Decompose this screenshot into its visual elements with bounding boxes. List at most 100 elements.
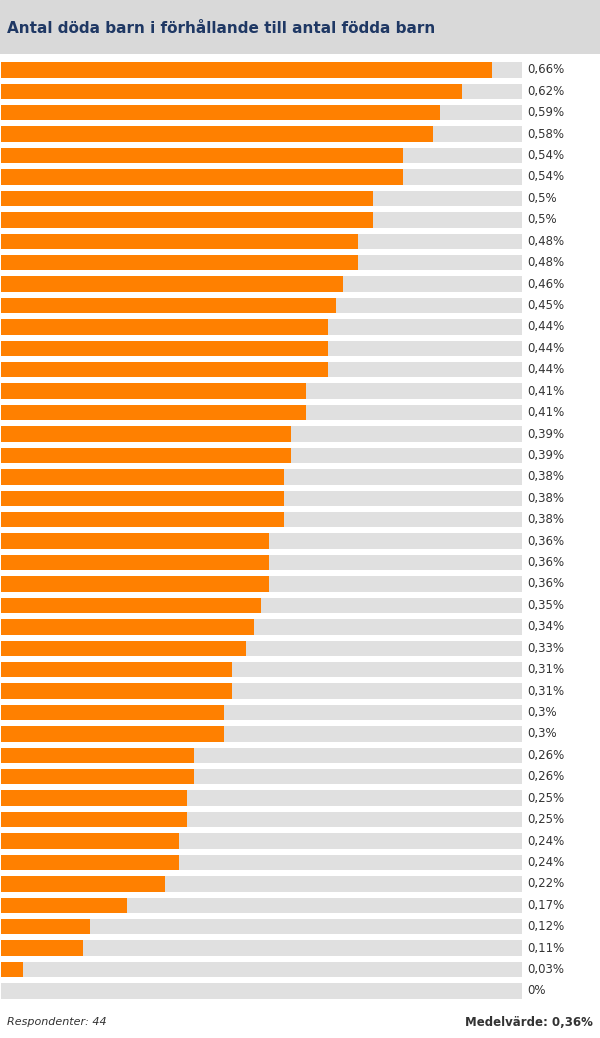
Bar <box>1 298 522 313</box>
Text: 0,36%: 0,36% <box>527 577 564 591</box>
Bar <box>1 834 522 849</box>
Bar <box>1 662 522 678</box>
Bar <box>1 727 224 741</box>
Bar <box>1 105 522 120</box>
Bar <box>1 983 522 999</box>
Text: 0,26%: 0,26% <box>527 770 564 784</box>
Bar <box>1 791 187 805</box>
Bar <box>1 234 358 249</box>
Bar <box>1 812 522 827</box>
Bar <box>1 747 522 763</box>
Bar <box>1 940 522 956</box>
Bar <box>1 191 373 207</box>
Bar <box>1 940 83 956</box>
Bar <box>1 854 179 870</box>
Bar <box>1 62 492 78</box>
Text: 0,44%: 0,44% <box>527 321 564 333</box>
Bar <box>1 619 254 634</box>
Bar <box>1 854 522 870</box>
Bar <box>1 255 522 270</box>
Bar <box>1 962 522 977</box>
Text: 0,5%: 0,5% <box>527 214 557 226</box>
Bar <box>1 534 522 549</box>
Bar <box>1 127 433 142</box>
Text: Medelvärde: 0,36%: Medelvärde: 0,36% <box>465 1016 593 1029</box>
Bar <box>1 534 269 549</box>
Bar <box>1 320 328 334</box>
Text: 0,36%: 0,36% <box>527 556 564 569</box>
Bar <box>1 683 232 699</box>
Text: 0,17%: 0,17% <box>527 899 564 911</box>
Bar <box>1 683 522 699</box>
Text: 0,66%: 0,66% <box>527 63 564 77</box>
Text: 0,22%: 0,22% <box>527 877 564 891</box>
Text: 0,03%: 0,03% <box>527 963 564 976</box>
Bar <box>1 362 328 378</box>
Bar <box>1 662 232 678</box>
Bar <box>1 769 522 785</box>
Text: 0,12%: 0,12% <box>527 921 564 933</box>
Bar <box>1 705 522 720</box>
Bar <box>1 469 522 485</box>
Text: 0,54%: 0,54% <box>527 149 564 162</box>
Bar <box>1 727 522 741</box>
Text: 0,26%: 0,26% <box>527 748 564 762</box>
Bar <box>1 427 522 442</box>
Bar <box>1 147 522 163</box>
Bar <box>1 405 306 420</box>
Bar <box>1 84 462 99</box>
Text: 0,11%: 0,11% <box>527 941 564 955</box>
Bar <box>1 834 179 849</box>
Text: 0,41%: 0,41% <box>527 385 564 398</box>
Text: 0,38%: 0,38% <box>527 492 564 504</box>
Bar <box>1 619 522 634</box>
Bar <box>1 919 522 934</box>
Bar <box>1 147 403 163</box>
Text: 0%: 0% <box>527 984 545 998</box>
Bar <box>1 62 522 78</box>
Text: 0,34%: 0,34% <box>527 621 564 633</box>
Bar <box>1 447 522 463</box>
Bar <box>1 427 291 442</box>
Bar <box>1 555 522 570</box>
Bar <box>1 747 194 763</box>
Text: 0,54%: 0,54% <box>527 170 564 184</box>
Text: 0,46%: 0,46% <box>527 277 564 291</box>
Bar <box>1 705 224 720</box>
Bar <box>1 84 522 99</box>
Bar <box>1 383 306 399</box>
Bar <box>1 898 127 913</box>
Bar <box>1 169 403 185</box>
Text: 0,3%: 0,3% <box>527 728 557 740</box>
Text: 0,38%: 0,38% <box>527 470 564 484</box>
Text: 0,24%: 0,24% <box>527 835 564 847</box>
Bar <box>1 340 328 356</box>
Text: 0,38%: 0,38% <box>527 513 564 526</box>
Bar <box>1 447 291 463</box>
Bar <box>1 169 522 185</box>
Text: 0,39%: 0,39% <box>527 428 564 440</box>
Text: 0,3%: 0,3% <box>527 706 557 719</box>
Text: 0,36%: 0,36% <box>527 535 564 548</box>
Bar <box>1 105 440 120</box>
Text: 0,48%: 0,48% <box>527 235 564 248</box>
Bar <box>1 512 522 527</box>
Bar <box>1 212 522 227</box>
Bar <box>1 491 284 506</box>
Bar <box>1 255 358 270</box>
Bar <box>1 812 187 827</box>
Bar <box>1 598 522 613</box>
Text: 0,33%: 0,33% <box>527 641 564 655</box>
Bar <box>1 298 336 313</box>
Text: 0,31%: 0,31% <box>527 685 564 698</box>
Bar <box>1 234 522 249</box>
Bar <box>1 491 522 506</box>
Text: 0,25%: 0,25% <box>527 813 564 826</box>
Text: 0,44%: 0,44% <box>527 363 564 376</box>
Bar <box>1 469 284 485</box>
Bar <box>1 362 522 378</box>
Bar <box>1 769 194 785</box>
Bar <box>1 791 522 805</box>
Text: 0,45%: 0,45% <box>527 299 564 312</box>
Bar <box>1 405 522 420</box>
